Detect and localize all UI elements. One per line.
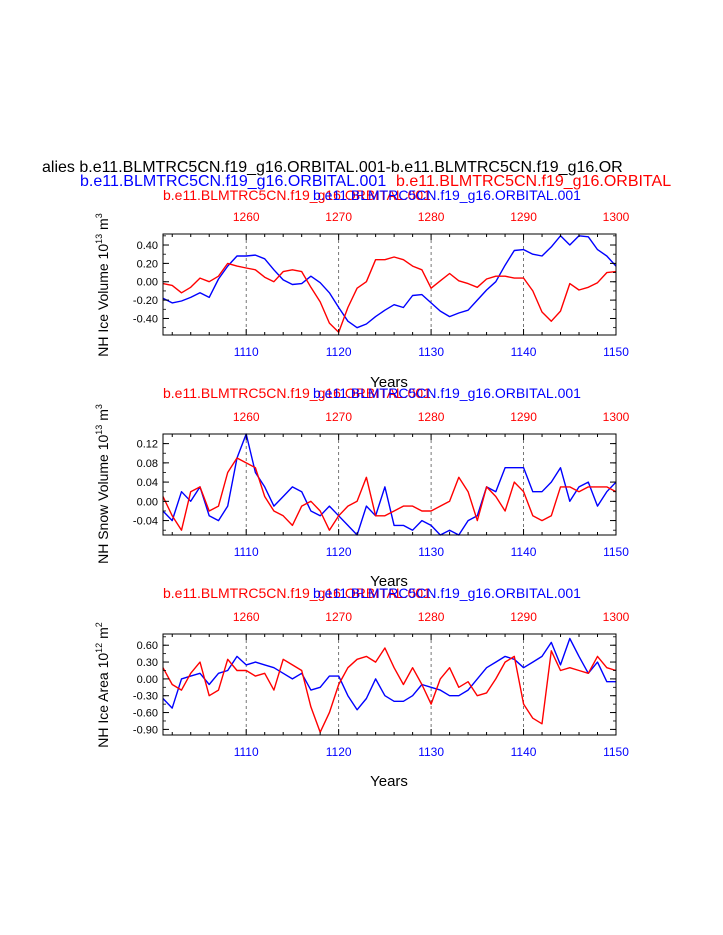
y-tick-label: -0.20 (133, 295, 158, 307)
x-tick-label-bottom: 1140 (511, 345, 537, 359)
y-axis-label: NH Snow Volume 1013 m3 (94, 404, 111, 564)
plot-frame (162, 633, 617, 736)
y-axis-label: NH Ice Volume 1013 m3 (94, 213, 111, 356)
y-tick-label: 0.08 (137, 458, 158, 470)
x-tick-label-bottom: 1150 (603, 345, 629, 359)
panel-ice-area: b.e11.BLMTRC5CN.f19_g16.ORBITAL.001 b.e1… (94, 585, 630, 790)
x-tick-label-bottom: 1110 (234, 345, 259, 359)
panel-top-title-blue: b.e11.BLMTRC5CN.f19_g16.ORBITAL.001 (313, 585, 581, 601)
x-tick-label-bottom: 1150 (603, 545, 629, 559)
x-tick-label-top: 1270 (325, 210, 352, 224)
header-red-run: b.e11.BLMTRC5CN.f19_g16.ORBITAL (396, 173, 671, 190)
x-tick-label-bottom: 1130 (418, 745, 444, 759)
y-tick-label: -0.04 (133, 516, 158, 528)
x-tick-label-top: 1290 (510, 610, 537, 624)
series-line-blue (162, 433, 617, 536)
panel-top-title-blue: b.e11.BLMTRC5CN.f19_g16.ORBITAL.001 (313, 385, 581, 401)
y-tick-label: 0.00 (137, 496, 158, 508)
x-tick-label-top: 1270 (325, 410, 352, 424)
x-tick-label-top: 1300 (603, 410, 630, 424)
x-tick-label-top: 1300 (603, 210, 630, 224)
y-tick-label: 0.40 (137, 240, 158, 252)
y-tick-label: 0.20 (137, 258, 158, 270)
x-tick-label-bottom: 1140 (511, 545, 537, 559)
x-tick-label-top: 1260 (233, 610, 260, 624)
x-tick-label-bottom: 1130 (418, 545, 444, 559)
y-tick-label: -0.30 (133, 691, 158, 703)
x-tick-label-bottom: 1140 (511, 745, 537, 759)
y-tick-label: 0.30 (137, 657, 158, 669)
main-title: alies b.e11.BLMTRC5CN.f19_g16.ORBITAL.00… (42, 159, 623, 176)
series-line-red (162, 256, 617, 333)
x-tick-label-top: 1270 (325, 610, 352, 624)
panel-top-title-red: b.e11.BLMTRC5CN.f19_g16.ORBITAL.001 (163, 585, 431, 601)
x-tick-label-bottom: 1150 (603, 745, 629, 759)
x-axis-label: Years (370, 773, 408, 790)
y-tick-label: -0.40 (133, 313, 158, 325)
x-tick-label-bottom: 1120 (326, 345, 352, 359)
y-tick-label: 0.00 (137, 277, 158, 289)
panel-top-title-red: b.e11.BLMTRC5CN.f19_g16.ORBITAL.001 (163, 385, 431, 401)
plot-frame (162, 233, 617, 336)
y-tick-label: 0.60 (137, 640, 158, 652)
x-tick-label-top: 1280 (418, 210, 445, 224)
panel-snow-volume: b.e11.BLMTRC5CN.f19_g16.ORBITAL.001 b.e1… (94, 385, 630, 590)
panel-top-title-red: b.e11.BLMTRC5CN.f19_g16.ORBITAL.001 (163, 187, 431, 203)
y-tick-label: -0.90 (133, 724, 158, 736)
x-tick-label-top: 1280 (418, 410, 445, 424)
x-tick-label-bottom: 1110 (234, 545, 259, 559)
x-axis-label: Years (370, 374, 408, 391)
series-line-red (162, 647, 617, 733)
x-tick-label-top: 1290 (510, 210, 537, 224)
panel-ice-volume: b.e11.BLMTRC5CN.f19_g16.ORBITAL.001 b.e1… (94, 187, 630, 391)
y-tick-label: 0.00 (137, 674, 158, 686)
x-axis-label: Years (370, 573, 408, 590)
series-line-red (162, 457, 617, 531)
x-tick-label-top: 1260 (233, 410, 260, 424)
x-tick-label-bottom: 1120 (326, 545, 352, 559)
x-tick-label-bottom: 1130 (418, 345, 444, 359)
series-line-blue (162, 637, 616, 711)
series-line-blue (162, 235, 617, 329)
y-tick-label: 0.04 (137, 477, 158, 489)
x-tick-label-bottom: 1110 (234, 745, 259, 759)
x-tick-label-top: 1300 (603, 610, 630, 624)
panel-top-title-blue: b.e11.BLMTRC5CN.f19_g16.ORBITAL.001 (313, 187, 581, 203)
y-tick-label: 0.12 (137, 439, 158, 451)
x-tick-label-bottom: 1120 (326, 745, 352, 759)
x-tick-label-top: 1290 (510, 410, 537, 424)
x-tick-label-top: 1260 (233, 210, 260, 224)
plot-frame (162, 433, 617, 536)
y-tick-label: -0.60 (133, 708, 158, 720)
header-blue-run: b.e11.BLMTRC5CN.f19_g16.ORBITAL.001 (80, 173, 386, 190)
x-tick-label-top: 1280 (418, 610, 445, 624)
y-axis-label: NH Ice Area 1012 m2 (94, 622, 111, 748)
